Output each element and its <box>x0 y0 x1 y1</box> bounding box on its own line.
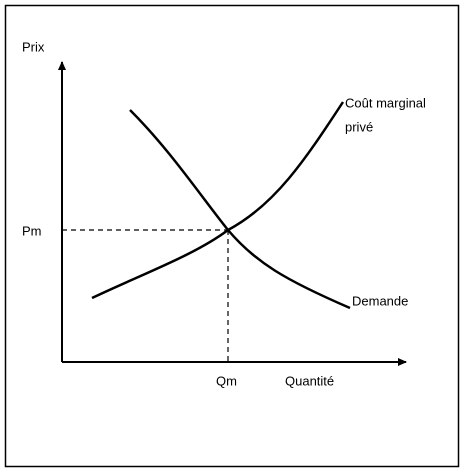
price-label: Pm <box>22 223 42 238</box>
x-axis-label: Quantité <box>285 373 334 388</box>
frame <box>4 4 460 468</box>
supply-label: privé <box>345 119 373 134</box>
supply-curve <box>91 101 345 300</box>
quantity-label: Qm <box>216 373 237 388</box>
y-axis-label: Prix <box>22 39 45 54</box>
supply-label: Coût marginal <box>345 95 426 110</box>
demand-label: Demande <box>352 293 408 308</box>
